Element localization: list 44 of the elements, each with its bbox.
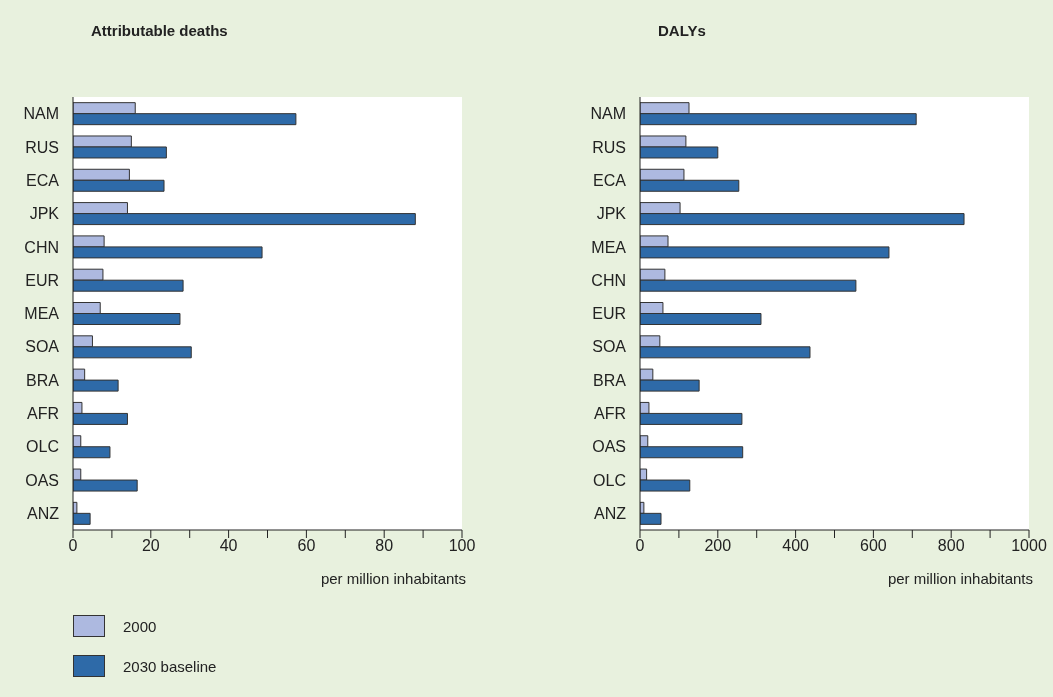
- y-tick-label: CHN: [24, 238, 59, 256]
- y-tick-label: ANZ: [594, 505, 627, 523]
- x-tick-label: 60: [297, 537, 316, 555]
- y-tick-label: AFR: [27, 405, 59, 423]
- x-tick-label: 100: [448, 537, 476, 555]
- y-tick-label: RUS: [592, 138, 626, 156]
- y-tick-label: ANZ: [27, 505, 60, 523]
- y-tick-label: AFR: [594, 405, 626, 423]
- legend-label: 2030 baseline: [123, 657, 217, 675]
- y-tick-label: JPK: [29, 205, 60, 223]
- x-tick-label: 400: [782, 537, 810, 555]
- y-tick-label: NAM: [23, 105, 59, 123]
- x-tick-label: 20: [141, 537, 160, 555]
- chart-title: DALYs: [658, 22, 706, 39]
- x-tick-label: 80: [375, 537, 394, 555]
- y-tick-label: EUR: [25, 271, 59, 289]
- y-tick-label: MEA: [24, 305, 60, 323]
- y-tick-label: ECA: [26, 171, 60, 189]
- chart-title: Attributable deaths: [91, 22, 228, 39]
- y-tick-label: JPK: [596, 205, 627, 223]
- y-tick-label: OLC: [593, 471, 626, 489]
- x-tick-label: 0: [68, 537, 78, 555]
- y-tick-label: BRA: [26, 371, 60, 389]
- x-axis-title: per million inhabitants: [319, 570, 466, 587]
- y-tick-label: OAS: [592, 438, 626, 456]
- y-tick-label: ECA: [593, 171, 627, 189]
- x-tick-label: 1000: [1011, 537, 1047, 555]
- x-tick-label: 800: [937, 537, 965, 555]
- y-tick-label: SOA: [25, 338, 60, 356]
- x-tick-label: 200: [704, 537, 732, 555]
- y-tick-label: SOA: [592, 338, 627, 356]
- y-tick-label: BRA: [593, 371, 627, 389]
- x-tick-label: 40: [219, 537, 238, 555]
- x-tick-label: 0: [635, 537, 645, 555]
- y-tick-label: RUS: [25, 138, 59, 156]
- y-tick-label: OLC: [26, 438, 59, 456]
- legend-label: 2000: [123, 617, 157, 635]
- y-tick-label: CHN: [591, 271, 626, 289]
- y-tick-label: MEA: [591, 238, 627, 256]
- x-axis-title: per million inhabitants: [886, 570, 1033, 587]
- y-tick-label: OAS: [25, 471, 59, 489]
- y-tick-label: NAM: [590, 105, 626, 123]
- x-tick-label: 600: [860, 537, 887, 555]
- y-tick-label: EUR: [592, 305, 626, 323]
